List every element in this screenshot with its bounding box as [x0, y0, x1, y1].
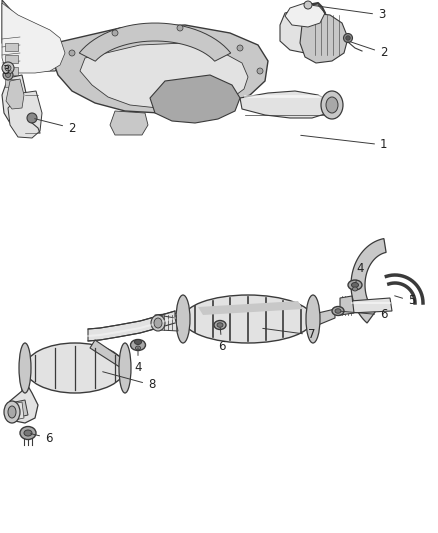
Polygon shape — [300, 13, 348, 63]
Polygon shape — [285, 3, 325, 27]
Polygon shape — [8, 362, 38, 423]
Polygon shape — [280, 8, 335, 53]
Polygon shape — [351, 239, 386, 323]
Polygon shape — [155, 313, 178, 325]
Text: 4: 4 — [356, 262, 364, 282]
Text: 6: 6 — [218, 328, 226, 353]
Text: 6: 6 — [31, 432, 53, 445]
Circle shape — [27, 113, 37, 123]
Polygon shape — [340, 296, 354, 315]
Ellipse shape — [8, 406, 16, 418]
Polygon shape — [88, 311, 175, 341]
Ellipse shape — [4, 401, 20, 423]
Polygon shape — [79, 23, 231, 61]
Circle shape — [5, 65, 11, 71]
Ellipse shape — [151, 315, 165, 331]
Text: 1: 1 — [301, 135, 388, 151]
Ellipse shape — [135, 346, 141, 350]
Polygon shape — [80, 43, 248, 108]
Ellipse shape — [131, 340, 145, 351]
Circle shape — [304, 1, 312, 9]
Polygon shape — [240, 91, 330, 118]
Ellipse shape — [217, 323, 223, 327]
Ellipse shape — [134, 340, 141, 344]
Ellipse shape — [214, 320, 226, 329]
Text: 6: 6 — [341, 309, 388, 321]
Ellipse shape — [348, 280, 362, 290]
Text: 2: 2 — [351, 42, 388, 60]
Ellipse shape — [119, 343, 131, 393]
Polygon shape — [52, 25, 268, 113]
Polygon shape — [8, 91, 42, 138]
Polygon shape — [5, 43, 18, 51]
Circle shape — [343, 34, 353, 43]
Polygon shape — [2, 0, 65, 71]
Polygon shape — [90, 340, 129, 373]
Polygon shape — [318, 309, 335, 325]
Ellipse shape — [24, 430, 32, 436]
Text: 7: 7 — [263, 328, 315, 342]
Text: 3: 3 — [313, 5, 385, 21]
Text: 4: 4 — [134, 348, 142, 374]
Ellipse shape — [176, 295, 190, 343]
Polygon shape — [350, 298, 392, 313]
Polygon shape — [150, 75, 240, 123]
Circle shape — [112, 30, 118, 36]
Ellipse shape — [332, 306, 344, 316]
Polygon shape — [10, 400, 28, 418]
Ellipse shape — [326, 97, 338, 113]
Text: 3: 3 — [2, 64, 9, 77]
Polygon shape — [8, 402, 24, 421]
Circle shape — [2, 62, 14, 74]
Ellipse shape — [352, 282, 358, 287]
Ellipse shape — [353, 287, 357, 291]
Ellipse shape — [20, 426, 36, 440]
Polygon shape — [6, 79, 24, 109]
Text: 8: 8 — [102, 372, 155, 392]
Circle shape — [257, 68, 263, 74]
Polygon shape — [198, 301, 303, 315]
Circle shape — [69, 50, 75, 56]
Polygon shape — [2, 75, 28, 123]
Polygon shape — [110, 111, 148, 135]
Polygon shape — [2, 3, 65, 73]
Ellipse shape — [183, 295, 313, 343]
Polygon shape — [5, 67, 18, 75]
Ellipse shape — [321, 91, 343, 119]
Circle shape — [237, 45, 243, 51]
Polygon shape — [5, 79, 18, 87]
Ellipse shape — [306, 295, 320, 343]
Polygon shape — [158, 315, 178, 331]
Circle shape — [346, 36, 350, 40]
Polygon shape — [5, 55, 18, 63]
Circle shape — [177, 25, 183, 31]
Text: 2: 2 — [35, 119, 75, 134]
Ellipse shape — [25, 343, 125, 393]
Text: 5: 5 — [395, 295, 415, 308]
Ellipse shape — [154, 318, 162, 328]
Ellipse shape — [335, 309, 341, 313]
Circle shape — [6, 72, 11, 77]
Ellipse shape — [19, 343, 31, 393]
Circle shape — [3, 70, 13, 80]
